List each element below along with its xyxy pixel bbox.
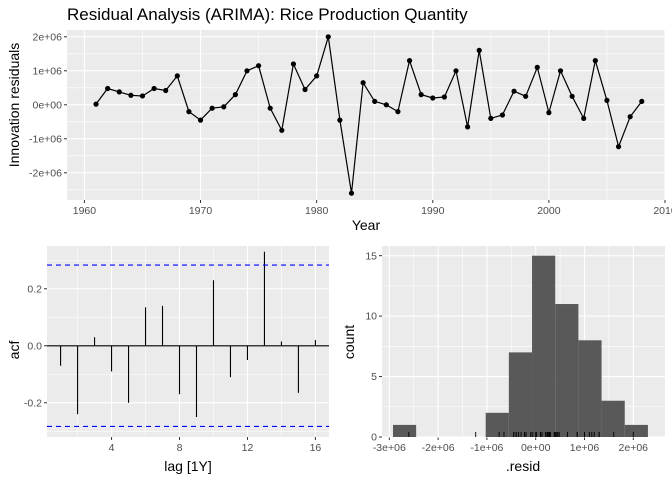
- ts-y-tick-label: 2e+06: [33, 31, 63, 43]
- ts-x-tick-label: 2010: [653, 205, 672, 217]
- residual-point: [476, 47, 482, 54]
- hist-x-tick-label: 0e+00: [521, 442, 551, 454]
- residual-point: [174, 73, 180, 79]
- ts-x-tick-label: 1970: [189, 205, 213, 217]
- residual-point: [592, 58, 598, 64]
- hist-y-axis-title: count: [341, 325, 357, 359]
- residual-point: [615, 144, 622, 150]
- hist-y-tick-label: 0: [371, 432, 377, 444]
- residual-point: [209, 105, 215, 111]
- ts-y-tick-label: 1e+06: [33, 65, 63, 77]
- acf-y-tick-label: 0.2: [27, 283, 42, 295]
- hist-x-tick-label: 2e+06: [619, 442, 649, 454]
- ts-x-tick-label: 2000: [537, 205, 561, 217]
- hist-y-tick-label: 5: [371, 371, 377, 383]
- residual-point: [499, 112, 506, 118]
- residual-point: [372, 98, 378, 104]
- histogram-bar: [532, 255, 556, 437]
- histogram-bar: [392, 424, 417, 437]
- residual-point: [406, 58, 413, 64]
- histogram-bar: [578, 340, 602, 437]
- residual-point: [569, 93, 575, 99]
- residual-point: [139, 93, 146, 99]
- ts-panel-background: [67, 30, 665, 200]
- residual-point: [186, 109, 192, 115]
- residual-series-line: [95, 36, 643, 194]
- histogram-bar: [508, 352, 533, 437]
- residual-point: [255, 63, 262, 69]
- residual-timeseries-panel: 1960 1970 1980 1990 2000 2010 -2e+06 -1e+06 0e+0…: [6, 30, 672, 233]
- residual-point: [441, 94, 447, 100]
- hist-x-tick-label: -2e+06: [422, 442, 455, 454]
- hist-x-tick-label: 1e+06: [570, 442, 600, 454]
- residual-point: [546, 110, 552, 116]
- residual-point: [221, 104, 227, 110]
- residual-point: [197, 117, 204, 123]
- residual-point: [279, 127, 285, 133]
- acf-x-axis-title: lag [1Y]: [164, 458, 211, 474]
- histogram-panel: -3e+06 -2e+06 -1e+06 0e+00 1e+06 2e+06051015 …: [341, 246, 665, 474]
- acf-x-tick-label: 8: [177, 442, 183, 454]
- residual-point: [163, 87, 169, 94]
- residual-point: [360, 80, 366, 86]
- residual-point: [453, 68, 459, 74]
- acf-x-tick-label: 12: [242, 442, 254, 454]
- histogram-bar: [485, 412, 509, 437]
- residual-point: [581, 115, 587, 121]
- ts-y-tick-label: -2e+06: [29, 167, 62, 179]
- ts-y-tick-label: -1e+06: [29, 133, 62, 145]
- residual-point: [128, 92, 134, 98]
- acf-panel: 4 8 12 16 -0.2 0.0 0.2 lag [1Y] acf: [6, 246, 329, 474]
- hist-y-tick-label: 10: [365, 311, 377, 323]
- acf-x-tick-label: 16: [310, 442, 322, 454]
- residual-point: [290, 61, 297, 67]
- residual-point: [557, 68, 564, 74]
- residual-point: [488, 115, 494, 121]
- ts-x-tick-label: 1990: [421, 205, 445, 217]
- residual-point: [627, 114, 633, 120]
- residual-point: [639, 98, 645, 104]
- residual-point: [105, 85, 111, 92]
- ts-y-axis-title: Innovation residuals: [6, 43, 22, 168]
- hist-x-tick-label: -3e+06: [373, 442, 406, 454]
- acf-x-tick-label: 4: [109, 442, 115, 454]
- residual-point: [232, 92, 238, 98]
- residual-point: [337, 117, 343, 123]
- hist-x-tick-label: -1e+06: [470, 442, 503, 454]
- residual-point: [325, 34, 331, 40]
- acf-y-tick-label: 0.0: [27, 340, 42, 352]
- acf-y-tick-label: -0.2: [24, 397, 42, 409]
- residual-point: [348, 190, 355, 196]
- residual-point: [151, 85, 157, 92]
- residual-point: [534, 64, 540, 70]
- ts-y-tick-label: 0e+00: [33, 99, 63, 111]
- histogram-bar: [624, 424, 648, 437]
- residual-point: [383, 102, 389, 108]
- residual-point: [604, 97, 610, 103]
- ts-x-tick-label: 1980: [305, 205, 329, 217]
- residual-point: [314, 73, 320, 79]
- figure-title: Residual Analysis (ARIMA): Rice Producti…: [67, 5, 468, 24]
- ts-x-tick-label: 1960: [73, 205, 97, 217]
- hist-x-axis-title: .resid: [506, 458, 540, 474]
- residual-point: [116, 89, 122, 95]
- acf-panel-background: [47, 246, 329, 437]
- hist-y-tick-label: 15: [365, 250, 377, 262]
- histogram-bar: [555, 304, 579, 437]
- residual-point: [395, 109, 401, 115]
- residual-point: [430, 95, 436, 101]
- residual-point: [511, 88, 517, 94]
- ts-x-axis-title: Year: [352, 217, 381, 233]
- residual-point: [93, 101, 99, 107]
- residual-point: [267, 105, 273, 111]
- residual-point: [302, 86, 308, 93]
- histogram-bar: [601, 400, 625, 437]
- residual-point: [244, 68, 250, 74]
- residual-point: [523, 93, 529, 99]
- acf-y-axis-title: acf: [6, 341, 22, 360]
- residual-point: [465, 124, 471, 130]
- residual-point: [418, 92, 424, 98]
